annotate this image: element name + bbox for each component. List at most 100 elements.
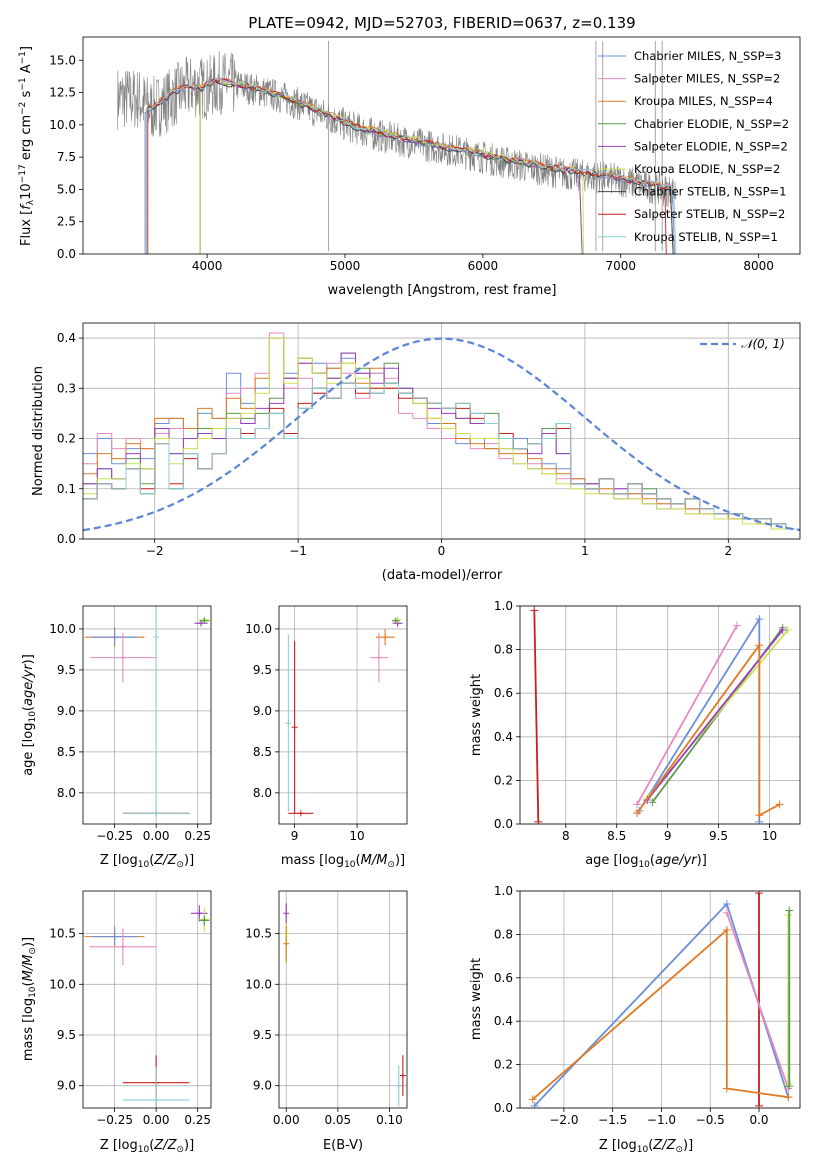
x-tick-label: 6000: [468, 259, 499, 273]
weight-point-marker: [775, 800, 784, 809]
y-tick-label: 10.0: [49, 622, 76, 636]
age-vs-mass-panel: mass [log10(M/M⊙)] 9 10 8.0 8.5 9.0 9.5 10.0: [245, 605, 408, 870]
legend-entry: Chabrier MILES, N_SSP=3: [634, 49, 781, 63]
weight-point-marker: [722, 1084, 731, 1093]
legend-entry: Kroupa MILES, N_SSP=4: [634, 94, 773, 108]
spectrum-legend: Chabrier MILES, N_SSP=3 Salpeter MILES, N…: [598, 49, 789, 244]
gaussian-reference-curve: [83, 337, 800, 532]
x-tick-label: 1: [581, 544, 589, 558]
weight-point-marker: [778, 625, 787, 634]
mass-vs-ebv-panel: E(B-V) 0.00 0.05 0.10 9.0 9.5 10.0 10.5: [245, 890, 408, 1153]
weight-point-marker: [784, 1093, 793, 1102]
y-tick-label: 8.0: [57, 786, 76, 800]
y-tick-label: 10.0: [49, 977, 76, 991]
legend-entry: Salpeter MILES, N_SSP=2: [634, 72, 780, 86]
x-tick-label: −1.5: [598, 1113, 627, 1127]
mass-vs-ebv-xlabel: E(B-V): [323, 1138, 363, 1153]
weight-line: [533, 610, 540, 822]
y-tick-label: 7.5: [57, 150, 76, 164]
x-tick-label: 9: [291, 829, 299, 843]
data-point-marker: [399, 1072, 406, 1079]
y-tick-label: 5.0: [57, 182, 76, 196]
age-vs-mass-marks: [285, 616, 403, 817]
x-tick-label: 5000: [330, 259, 361, 273]
y-tick-label: 0.0: [494, 1101, 513, 1115]
data-point-marker: [111, 933, 118, 940]
histogram-step-line: [83, 382, 800, 530]
weight-vs-age-marks: [530, 606, 792, 824]
data-point-marker: [111, 634, 118, 641]
weight-vs-age-panel: age [log10(age/yr)] mass weight 8 8.5 9 9.5…: [469, 599, 801, 870]
weight-line: [636, 625, 738, 805]
x-tick-label: 8.5: [607, 829, 626, 843]
x-tick-label: 4000: [192, 259, 223, 273]
weight-vs-z-plot: −2.0 −1.5 −1.0 −0.5 0.0 0.0 0.2 0.4 0.6 0.8 1.0: [494, 884, 801, 1127]
weight-vs-age-frame: [519, 605, 801, 825]
spectrum-plot: Chabrier MILES, N_SSP=3 Salpeter MILES, N…: [49, 36, 801, 273]
legend-entry: Kroupa STELIB, N_SSP=1: [634, 230, 778, 244]
weight-point-marker: [732, 621, 741, 630]
x-tick-label: 0.0: [749, 1113, 768, 1127]
y-tick-label: 9.5: [57, 663, 76, 677]
x-tick-label: 0.00: [143, 829, 170, 843]
age-vs-z-grid: [83, 606, 211, 824]
y-tick-label: 0.4: [494, 730, 513, 744]
weight-point-marker: [755, 891, 764, 898]
y-tick-label: 0.6: [494, 686, 513, 700]
legend-entry: Salpeter ELODIE, N_SSP=2: [634, 139, 788, 153]
weight-vs-age-plot: 8 8.5 9 9.5 10 0.0 0.2 0.4 0.6 0.8 1.0: [494, 599, 801, 843]
legend-entry: Salpeter STELIB, N_SSP=2: [634, 207, 785, 221]
weight-vs-age-grid: [520, 605, 800, 825]
model-fit-line: [145, 78, 674, 254]
age-vs-z-xlabel: Z [log10(Z/Z⊙)]: [100, 853, 194, 870]
y-tick-label: 9.5: [57, 1028, 76, 1042]
data-point-marker: [392, 617, 399, 624]
weight-line: [636, 642, 781, 817]
data-point-marker: [153, 634, 160, 641]
gaussian-legend-label: 𝒩(0, 1): [741, 337, 785, 351]
data-point-marker: [119, 943, 126, 950]
mass-vs-z-marks: [84, 905, 210, 1108]
x-tick-label: 0.25: [184, 1113, 211, 1127]
weight-vs-age-ylabel: mass weight: [469, 674, 484, 756]
spectrum-xlabel: wavelength [Angstrom, rest frame]: [328, 283, 557, 298]
mass-vs-z-ylabel: mass [log10(M/M⊙)]: [21, 937, 38, 1061]
weight-vs-z-ylabel: mass weight: [469, 958, 484, 1040]
age-vs-z-plot: −0.25 0.00 0.25 8.0 8.5 9.0 9.5 10.0: [49, 605, 212, 843]
residuals-marks: [83, 332, 800, 532]
weight-vs-z-panel: Z [log10(Z/Z⊙)] mass weight −2.0 −1.5 −1.0…: [469, 884, 801, 1155]
weight-point-marker: [785, 1082, 794, 1091]
x-tick-label: 0.05: [324, 1113, 351, 1127]
y-tick-label: 8.0: [253, 786, 272, 800]
x-tick-label: −0.25: [96, 829, 133, 843]
age-vs-mass-frame: [278, 605, 408, 825]
weight-vs-z-marks: [528, 891, 794, 1108]
weight-point-marker: [633, 809, 642, 818]
age-vs-z-ylabel: age [log10(age/yr)]: [21, 654, 38, 776]
weight-point-marker: [530, 606, 539, 615]
weight-line: [725, 912, 790, 1089]
weight-point-marker: [534, 817, 543, 824]
y-tick-label: 12.5: [49, 86, 76, 100]
x-tick-label: 7000: [605, 259, 636, 273]
mass-vs-ebv-marks: [283, 903, 406, 1106]
weight-point-marker: [755, 641, 764, 650]
mass-vs-z-xlabel: Z [log10(Z/Z⊙)]: [100, 1138, 194, 1155]
y-tick-label: 9.0: [253, 1079, 272, 1093]
data-point-marker: [375, 654, 382, 661]
x-tick-label: 9.5: [709, 829, 728, 843]
y-tick-label: 10.0: [245, 977, 272, 991]
data-point-marker: [395, 1082, 402, 1089]
weight-point-marker: [722, 908, 731, 917]
age-vs-mass-grid: [279, 606, 407, 824]
mass-vs-z-frame: [82, 890, 212, 1109]
model-fit-line: [199, 77, 583, 254]
spectrum-ylabel: Flux [fλ10−17 erg cm−2 s−1 A−1]: [18, 46, 36, 246]
residuals-frame: [82, 322, 801, 540]
age-vs-mass-xlabel: mass [log10(M/M⊙)]: [281, 853, 405, 870]
x-tick-label: 8000: [743, 259, 774, 273]
model-fit-line: [199, 77, 584, 254]
data-point-marker: [201, 917, 208, 924]
weight-point-marker: [755, 1101, 764, 1108]
